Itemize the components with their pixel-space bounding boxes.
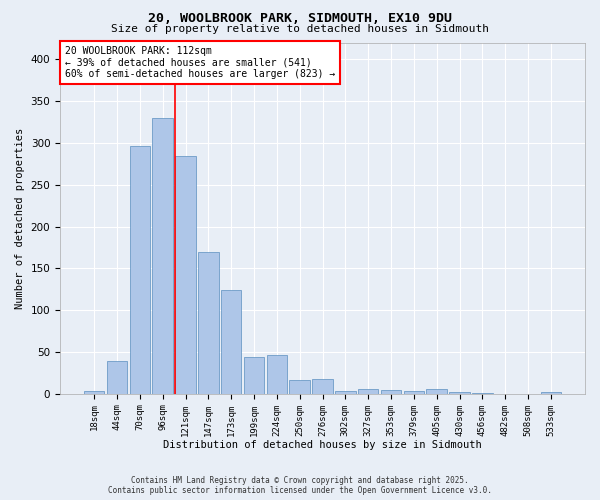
Bar [198, 252, 218, 394]
Text: Size of property relative to detached houses in Sidmouth: Size of property relative to detached ho… [111, 24, 489, 34]
Text: Contains HM Land Registry data © Crown copyright and database right 2025.
Contai: Contains HM Land Registry data © Crown c… [108, 476, 492, 495]
Bar [358, 389, 379, 394]
Bar [221, 290, 241, 394]
Bar [266, 356, 287, 394]
Text: 20 WOOLBROOK PARK: 112sqm
← 39% of detached houses are smaller (541)
60% of semi: 20 WOOLBROOK PARK: 112sqm ← 39% of detac… [65, 46, 335, 79]
Bar [541, 392, 561, 394]
Bar [152, 118, 173, 394]
Bar [244, 357, 264, 394]
Bar [107, 361, 127, 394]
Bar [175, 156, 196, 394]
Bar [84, 392, 104, 394]
Bar [130, 146, 150, 394]
Bar [289, 380, 310, 394]
Y-axis label: Number of detached properties: Number of detached properties [15, 128, 25, 309]
Bar [381, 390, 401, 394]
Bar [427, 389, 447, 394]
Bar [335, 390, 356, 394]
X-axis label: Distribution of detached houses by size in Sidmouth: Distribution of detached houses by size … [163, 440, 482, 450]
Bar [449, 392, 470, 394]
Bar [472, 393, 493, 394]
Text: 20, WOOLBROOK PARK, SIDMOUTH, EX10 9DU: 20, WOOLBROOK PARK, SIDMOUTH, EX10 9DU [148, 12, 452, 26]
Bar [312, 379, 333, 394]
Bar [404, 392, 424, 394]
